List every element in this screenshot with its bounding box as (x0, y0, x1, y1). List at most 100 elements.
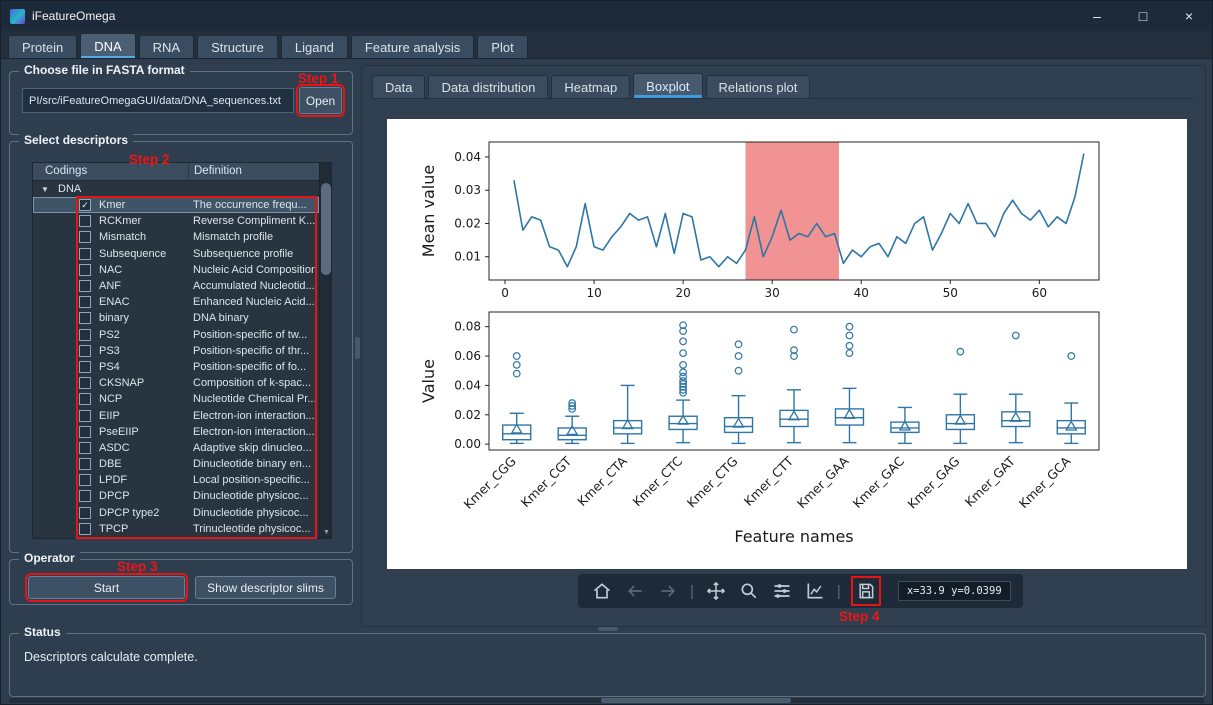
tree-row-tpcp[interactable]: TPCP Trinucleotide physicoc... (33, 521, 319, 537)
checkbox-checked-icon[interactable]: ✓ (79, 199, 91, 212)
descriptor-definition: Subsequence profile (193, 247, 294, 260)
back-icon[interactable] (623, 579, 647, 603)
tree-row-dbe[interactable]: DBE Dinucleotide binary en... (33, 456, 319, 472)
descriptor-name: NAC (99, 263, 123, 276)
tree-row-eiip[interactable]: EIIP Electron-ion interaction... (33, 407, 319, 423)
open-button[interactable]: Open (296, 84, 345, 117)
descriptor-definition: Reverse Compliment K... (193, 215, 316, 228)
tab-rna[interactable]: RNA (138, 35, 195, 58)
tab-plot[interactable]: Plot (477, 35, 528, 58)
plot-tab-bar: Data Data distribution Heatmap Boxplot Relat… (372, 72, 1195, 99)
sliders-icon[interactable] (770, 579, 794, 603)
tab-protein[interactable]: Protein (8, 35, 78, 58)
checkbox-icon[interactable] (79, 458, 91, 471)
minimize-button[interactable]: – (1093, 8, 1101, 24)
checkbox-icon[interactable] (79, 231, 91, 244)
tree-row-nac[interactable]: NAC Nucleic Acid Composition (33, 262, 319, 278)
horizontal-splitter-handle[interactable] (598, 627, 618, 631)
checkbox-icon[interactable] (79, 393, 91, 406)
checkbox-icon[interactable] (79, 506, 91, 519)
close-button[interactable]: × (1184, 8, 1194, 24)
vertical-splitter-handle[interactable] (355, 337, 360, 359)
forward-icon[interactable] (656, 579, 680, 603)
plot-canvas[interactable]: 0 10 20 30 40 50 60 0.01 0.02 0.03 0.04 Mean value 0… (387, 119, 1187, 569)
tree-row-ps4[interactable]: PS4 Position-specific of fo... (33, 359, 319, 375)
checkbox-icon[interactable] (79, 425, 91, 438)
svg-text:Value: Value (419, 359, 438, 403)
boxplot-figure: 0 10 20 30 40 50 60 0.01 0.02 0.03 0.04 Mean value 0… (419, 141, 1100, 546)
checkbox-icon[interactable] (79, 522, 91, 535)
descriptor-tree-main: Codings Definition ▼ DNA ✓ Kmer The occurr… (33, 163, 319, 538)
checkbox-icon[interactable] (79, 280, 91, 293)
tree-scrollbar-thumb[interactable] (321, 183, 331, 275)
tree-scrollbar[interactable]: ▼ (319, 163, 331, 538)
tab-relations-plot[interactable]: Relations plot (705, 75, 811, 98)
svg-text:0.02: 0.02 (454, 216, 481, 230)
tree-row-ps2[interactable]: PS2 Position-specific of tw... (33, 327, 319, 343)
tree-row-enac[interactable]: ENAC Enhanced Nucleic Acid... (33, 294, 319, 310)
svg-text:Kmer_CGG: Kmer_CGG (460, 454, 518, 512)
tree-row-dna-root[interactable]: ▼ DNA (33, 181, 319, 197)
chevron-down-icon[interactable]: ▼ (41, 184, 49, 194)
fasta-path-input[interactable] (22, 88, 294, 113)
status-groupbox: Status Descriptors calculate complete. (9, 625, 1206, 697)
axes-icon[interactable] (803, 579, 827, 603)
checkbox-icon[interactable] (79, 296, 91, 309)
descriptor-definition: Position-specific of tw... (193, 328, 308, 341)
tree-row-mismatch[interactable]: Mismatch Mismatch profile (33, 229, 319, 245)
tree-row-ncp[interactable]: NCP Nucleotide Chemical Pr... (33, 391, 319, 407)
checkbox-icon[interactable] (79, 360, 91, 373)
descriptor-tree: Codings Definition ▼ DNA ✓ Kmer The occurr… (32, 162, 332, 539)
tree-row-binary[interactable]: binary DNA binary (33, 310, 319, 326)
toolbar-separator: | (690, 582, 694, 600)
column-header-definition[interactable]: Definition (194, 165, 242, 177)
checkbox-icon[interactable] (79, 490, 91, 503)
checkbox-icon[interactable] (79, 215, 91, 228)
checkbox-icon[interactable] (79, 409, 91, 422)
checkbox-icon[interactable] (79, 344, 91, 357)
tree-row-rckmer[interactable]: RCKmer Reverse Compliment K... (33, 213, 319, 229)
checkbox-icon[interactable] (79, 474, 91, 487)
tree-row-asdc[interactable]: ASDC Adaptive skip dinucleo... (33, 440, 319, 456)
checkbox-icon[interactable] (79, 328, 91, 341)
tree-row-anf[interactable]: ANF Accumulated Nucleotid... (33, 278, 319, 294)
checkbox-icon[interactable] (79, 263, 91, 276)
descriptor-definition: Enhanced Nucleic Acid... (193, 296, 315, 309)
tree-row-ps3[interactable]: PS3 Position-specific of thr... (33, 343, 319, 359)
tree-row-pseeiip[interactable]: PseEIIP Electron-ion interaction... (33, 424, 319, 440)
tab-feature-analysis[interactable]: Feature analysis (350, 35, 475, 58)
save-icon[interactable] (854, 579, 878, 603)
checkbox-icon[interactable] (79, 441, 91, 454)
descriptor-name: PS3 (99, 344, 120, 357)
bottom-scrollbar-track[interactable] (9, 698, 1204, 703)
home-icon[interactable] (590, 579, 614, 603)
tree-row-cksnap[interactable]: CKSNAP Composition of k-spac... (33, 375, 319, 391)
tab-heatmap[interactable]: Heatmap (551, 75, 631, 98)
start-button[interactable]: Start (25, 573, 188, 602)
column-header-codings[interactable]: Codings (33, 163, 189, 180)
checkbox-icon[interactable] (79, 312, 91, 325)
bottom-scrollbar-thumb[interactable] (601, 698, 791, 703)
pan-icon[interactable] (704, 579, 728, 603)
tree-row-lpdf[interactable]: LPDF Local position-specific... (33, 472, 319, 488)
descriptor-definition: Accumulated Nucleotid... (193, 280, 315, 293)
tree-row-dpcp-type2[interactable]: DPCP type2 Dinucleotide physicoc... (33, 505, 319, 521)
cursor-coordinates: x=33.9 y=0.0399 (897, 581, 1011, 601)
tree-row-subsequence[interactable]: Subsequence Subsequence profile (33, 246, 319, 262)
zoom-icon[interactable] (737, 579, 761, 603)
tab-data[interactable]: Data (372, 75, 426, 98)
tab-dna[interactable]: DNA (80, 33, 136, 58)
checkbox-icon[interactable] (79, 247, 91, 260)
tab-boxplot[interactable]: Boxplot (633, 73, 703, 98)
tab-data-distribution[interactable]: Data distribution (428, 75, 549, 98)
maximize-button[interactable]: □ (1138, 8, 1148, 24)
tree-row-kmer[interactable]: ✓ Kmer The occurrence frequ... (33, 197, 319, 214)
tab-ligand[interactable]: Ligand (280, 35, 348, 58)
checkbox-icon[interactable] (79, 377, 91, 390)
show-descriptor-slims-button[interactable]: Show descriptor slims (195, 576, 336, 599)
svg-text:Mean value: Mean value (419, 165, 438, 257)
tab-structure[interactable]: Structure (197, 35, 278, 58)
tree-row-dpcp[interactable]: DPCP Dinucleotide physicoc... (33, 488, 319, 504)
svg-text:Kmer_CTA: Kmer_CTA (574, 453, 630, 509)
scrollbar-down-arrow-icon[interactable]: ▼ (323, 529, 330, 536)
